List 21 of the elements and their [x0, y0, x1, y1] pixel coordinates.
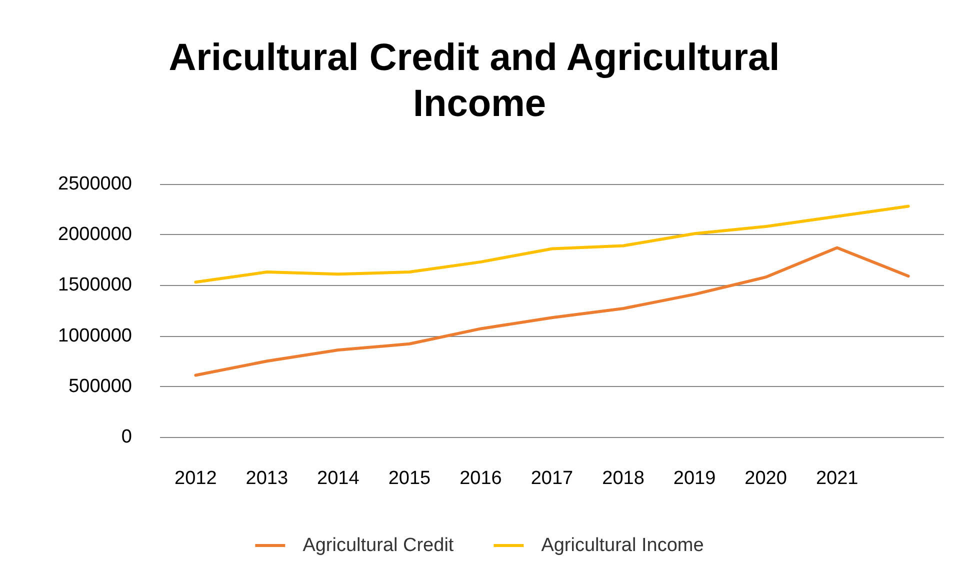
x-tick-label: 2020 — [744, 468, 787, 489]
x-tick-label: 2016 — [460, 468, 502, 489]
y-tick-label: 1500000 — [58, 274, 132, 296]
y-tick-label: 2500000 — [58, 174, 132, 194]
y-tick-label: 2000000 — [58, 224, 132, 246]
line-series — [194, 204, 910, 284]
x-tick-label: 2015 — [388, 468, 431, 489]
y-tick-label: 500000 — [68, 376, 132, 397]
y-tick-label: 0 — [121, 426, 132, 448]
legend-label: Agricultural Income — [541, 535, 704, 556]
x-tick-label: 2021 — [816, 468, 858, 489]
x-tick-label: 2018 — [602, 468, 644, 489]
legend-label: Agricultural Credit — [302, 535, 454, 556]
x-tick-label: 2019 — [673, 468, 716, 489]
x-tick-label: 2017 — [530, 468, 574, 489]
x-tick-label: 2013 — [246, 468, 288, 489]
line-series — [194, 246, 910, 377]
x-tick-label: 2014 — [317, 468, 360, 489]
chart-title: Aricultural Credit and Agricultural Income — [168, 37, 790, 125]
x-tick-label: 2012 — [174, 468, 217, 489]
y-tick-label: 1000000 — [58, 325, 132, 346]
